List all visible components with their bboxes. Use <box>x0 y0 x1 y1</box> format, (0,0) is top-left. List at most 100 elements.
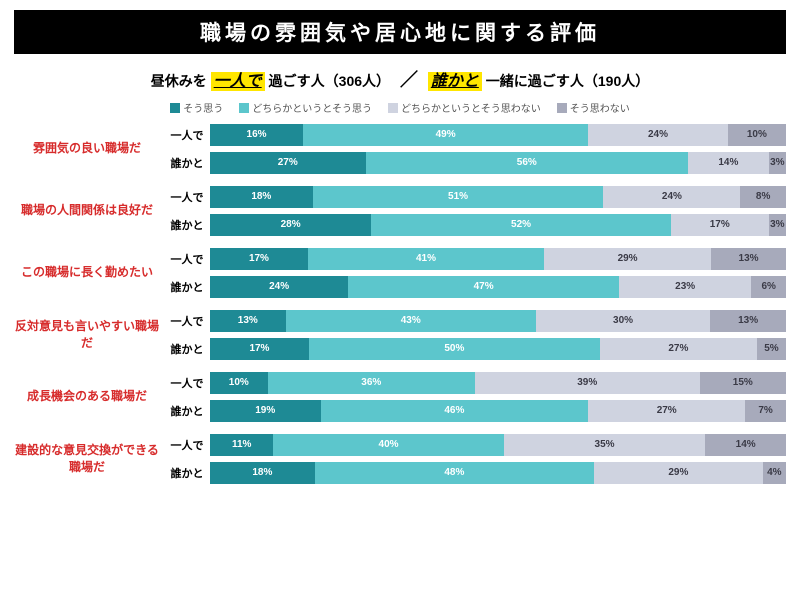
row-label: 誰かと <box>164 403 210 419</box>
bar-segment: 5% <box>757 338 786 360</box>
subtitle-pre1: 昼休みを <box>151 73 207 89</box>
bar-segment: 3% <box>769 152 786 174</box>
page-title: 職場の雰囲気や居心地に関する評価 <box>14 10 786 54</box>
question-rows: 一人で17%41%29%13%誰かと24%47%23%6% <box>164 248 786 298</box>
bar-segment: 19% <box>210 400 321 422</box>
chart-groups: 雰囲気の良い職場だ一人で16%49%24%10%誰かと27%56%14%3%職場… <box>14 124 786 484</box>
bar-row: 誰かと28%52%17%3% <box>164 214 786 236</box>
bar-segment: 40% <box>273 434 503 456</box>
stacked-bar: 17%50%27%5% <box>210 338 786 360</box>
question-label: 建設的な意見交換ができる職場だ <box>14 434 164 484</box>
question-group: 職場の人間関係は良好だ一人で18%51%24%8% 誰かと28%52%17%3% <box>14 186 786 236</box>
bar-row: 一人で16%49%24%10% <box>164 124 786 146</box>
question-label: 雰囲気の良い職場だ <box>14 124 164 174</box>
bar-row: 誰かと27%56%14%3% <box>164 152 786 174</box>
bar-segment: 4% <box>763 462 786 484</box>
bar-row: 一人で10%36%39%15% <box>164 372 786 394</box>
legend-item: そう思う <box>170 100 223 115</box>
legend-item: どちらかというとそう思う <box>239 100 372 115</box>
bar-segment: 24% <box>210 276 348 298</box>
bar-segment: 23% <box>619 276 751 298</box>
bar-segment: 29% <box>594 462 763 484</box>
subtitle-highlight-alone: 一人で <box>211 72 265 91</box>
stacked-bar: 24%47%23%6% <box>210 276 786 298</box>
bar-segment: 30% <box>536 310 711 332</box>
subtitle-highlight-someone: 誰かと <box>428 72 482 91</box>
bar-segment: 41% <box>308 248 544 270</box>
row-label: 一人で <box>164 375 210 391</box>
legend-swatch <box>388 103 398 113</box>
bar-segment: 24% <box>603 186 740 208</box>
bar-segment: 10% <box>210 372 268 394</box>
bar-row: 誰かと17%50%27%5% <box>164 338 786 360</box>
bar-row: 誰かと19%46%27%7% <box>164 400 786 422</box>
row-label: 誰かと <box>164 279 210 295</box>
stacked-bar: 18%51%24%8% <box>210 186 786 208</box>
bar-segment: 56% <box>366 152 689 174</box>
bar-row: 一人で18%51%24%8% <box>164 186 786 208</box>
bar-segment: 17% <box>210 248 308 270</box>
question-group: 反対意見も言いやすい職場だ一人で13%43%30%13% 誰かと17%50%27%… <box>14 310 786 360</box>
question-rows: 一人で10%36%39%15%誰かと19%46%27%7% <box>164 372 786 422</box>
question-group: この職場に長く勤めたい一人で17%41%29%13%誰かと24%47%23%6% <box>14 248 786 298</box>
row-label: 一人で <box>164 437 210 453</box>
legend-swatch <box>557 103 567 113</box>
question-rows: 一人で18%51%24%8% 誰かと28%52%17%3% <box>164 186 786 236</box>
subtitle-post1: 過ごす人（306人） <box>269 73 391 89</box>
bar-segment: 50% <box>309 338 600 360</box>
row-label: 誰かと <box>164 217 210 233</box>
bar-segment: 43% <box>286 310 536 332</box>
bar-segment: 52% <box>371 214 671 236</box>
row-label: 一人で <box>164 189 210 205</box>
legend-label: どちらかというとそう思わない <box>401 100 541 115</box>
stacked-bar: 10%36%39%15% <box>210 372 786 394</box>
bar-row: 一人で17%41%29%13% <box>164 248 786 270</box>
question-label: この職場に長く勤めたい <box>14 248 164 298</box>
question-rows: 一人で16%49%24%10%誰かと27%56%14%3% <box>164 124 786 174</box>
question-label: 職場の人間関係は良好だ <box>14 186 164 236</box>
row-label: 一人で <box>164 127 210 143</box>
bar-segment: 46% <box>321 400 589 422</box>
subtitle-slash: ／ <box>400 70 418 90</box>
row-label: 誰かと <box>164 465 210 481</box>
bar-segment: 14% <box>705 434 786 456</box>
bar-segment: 17% <box>210 338 309 360</box>
bar-segment: 16% <box>210 124 303 146</box>
stacked-bar: 27%56%14%3% <box>210 152 786 174</box>
bar-segment: 7% <box>745 400 786 422</box>
bar-segment: 13% <box>210 310 286 332</box>
bar-segment: 47% <box>348 276 619 298</box>
legend-label: そう思わない <box>570 100 630 115</box>
legend-swatch <box>239 103 249 113</box>
stacked-bar: 19%46%27%7% <box>210 400 786 422</box>
bar-segment: 17% <box>671 214 769 236</box>
stacked-bar: 18%48%29%4% <box>210 462 786 484</box>
bar-segment: 29% <box>544 248 711 270</box>
subtitle-post2: 一緒に過ごす人（190人） <box>486 73 650 89</box>
legend-item: どちらかというとそう思わない <box>388 100 541 115</box>
bar-segment: 18% <box>210 462 315 484</box>
bar-row: 一人で13%43%30%13% <box>164 310 786 332</box>
question-label: 反対意見も言いやすい職場だ <box>14 310 164 360</box>
bar-segment: 39% <box>475 372 700 394</box>
bar-segment: 27% <box>210 152 366 174</box>
stacked-bar: 13%43%30%13% <box>210 310 786 332</box>
row-label: 一人で <box>164 251 210 267</box>
question-group: 建設的な意見交換ができる職場だ一人で11%40%35%14%誰かと18%48%2… <box>14 434 786 484</box>
bar-segment: 27% <box>600 338 757 360</box>
bar-segment: 13% <box>710 310 786 332</box>
row-label: 誰かと <box>164 155 210 171</box>
legend-label: そう思う <box>183 100 223 115</box>
bar-segment: 48% <box>315 462 594 484</box>
question-rows: 一人で13%43%30%13% 誰かと17%50%27%5% <box>164 310 786 360</box>
stacked-bar: 16%49%24%10% <box>210 124 786 146</box>
bar-segment: 6% <box>751 276 786 298</box>
bar-row: 誰かと18%48%29%4% <box>164 462 786 484</box>
bar-segment: 28% <box>210 214 371 236</box>
bar-segment: 51% <box>313 186 604 208</box>
subtitle: 昼休みを 一人で 過ごす人（306人） ／ 誰かと 一緒に過ごす人（190人） <box>14 66 786 92</box>
stacked-bar: 11%40%35%14% <box>210 434 786 456</box>
stacked-bar: 17%41%29%13% <box>210 248 786 270</box>
bar-segment: 10% <box>728 124 786 146</box>
question-group: 成長機会のある職場だ一人で10%36%39%15%誰かと19%46%27%7% <box>14 372 786 422</box>
